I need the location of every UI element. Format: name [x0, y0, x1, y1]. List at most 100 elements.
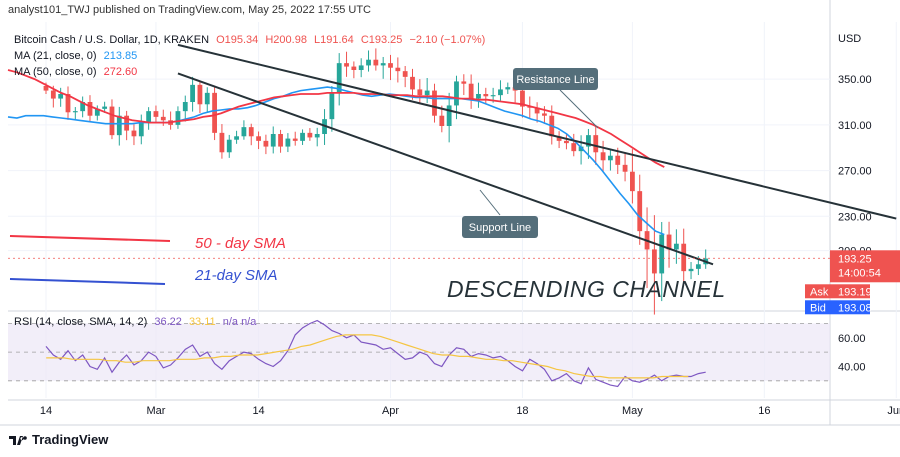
candle-body	[43, 86, 49, 91]
candle-body	[65, 94, 71, 113]
candle-body	[72, 111, 78, 113]
time-tick-label: Jun	[887, 405, 900, 417]
candle-body	[336, 63, 342, 93]
resistance-callout-pointer	[559, 89, 599, 129]
ask-tag	[805, 284, 870, 299]
price-tick-label: 350.00	[838, 74, 872, 86]
ask-label: Ask	[810, 286, 829, 298]
candle-body	[182, 102, 188, 112]
rsi-line	[45, 319, 706, 388]
rsi-legend: RSI (14, close, SMA, 14, 2) 36.22 33.11 …	[14, 316, 256, 328]
candle-body	[534, 107, 540, 114]
ohlc-low: L191.64	[314, 34, 354, 46]
ma50-line	[7, 69, 665, 168]
ohlc-change: −2.10 (−1.07%)	[409, 34, 486, 46]
candle-body	[527, 106, 533, 108]
currency-label: USD	[838, 33, 861, 45]
candle-body	[109, 106, 115, 136]
candle-body	[131, 130, 137, 137]
support-line	[177, 72, 714, 266]
candle-body	[87, 102, 93, 116]
rsi-sma-line	[46, 334, 689, 379]
candle-body	[505, 87, 511, 90]
ohlc-high: H200.98	[265, 34, 307, 46]
candle-body	[695, 264, 701, 269]
candle-body	[256, 136, 261, 141]
candle-body	[637, 191, 643, 232]
candle-body	[476, 94, 481, 99]
candle-body	[80, 102, 86, 112]
candle-body	[138, 122, 144, 137]
time-tick-label: 14	[40, 405, 52, 417]
candle-body	[373, 59, 379, 66]
candle-body	[94, 108, 100, 116]
channel-annotation: DESCENDING CHANNEL	[447, 276, 726, 302]
candle-body	[666, 234, 672, 250]
support-callout-text: Support Line	[469, 222, 531, 234]
candle-body	[226, 139, 232, 153]
candle-body	[483, 94, 489, 97]
candle-body	[498, 89, 503, 96]
candle-body	[116, 115, 122, 136]
tradingview-logo[interactable]: TradingView	[8, 432, 108, 447]
candle-body	[292, 138, 298, 141]
ask-value: 193.19	[838, 286, 872, 298]
candle-body	[681, 243, 687, 272]
candle-body	[439, 115, 445, 126]
candle-body	[50, 90, 56, 99]
rsi-extra: n/a n/a	[222, 316, 257, 328]
candle-body	[212, 92, 217, 133]
time-tick-label: May	[622, 405, 643, 417]
candle-body	[263, 140, 269, 147]
candle-body	[307, 132, 313, 138]
resistance-callout-box	[513, 68, 598, 90]
price-tick-label: 310.00	[838, 120, 872, 132]
candle-body	[248, 127, 254, 137]
symbol-legend: Bitcoin Cash / U.S. Dollar, 1D, KRAKEN O…	[14, 34, 489, 46]
symbol-name: Bitcoin Cash / U.S. Dollar, 1D, KRAKEN	[14, 34, 210, 46]
candle-body	[58, 94, 64, 99]
candle-body	[454, 81, 459, 106]
candle-body	[219, 132, 225, 153]
sma21-marker-line	[9, 278, 166, 285]
candle-body	[300, 132, 305, 141]
candle-body	[146, 111, 152, 123]
ohlc-open: O195.34	[216, 34, 259, 46]
candle-body	[615, 155, 621, 165]
ma21-label: MA (21, close, 0)	[14, 50, 97, 62]
time-tick-label: 18	[516, 405, 528, 417]
candle-body	[102, 106, 108, 109]
candle-body	[402, 71, 408, 77]
candle-body	[520, 90, 525, 107]
candle-body	[270, 134, 276, 147]
candle-body	[380, 63, 386, 66]
candle-body	[446, 105, 452, 126]
sma50-annotation: 50 - day SMA	[195, 235, 286, 252]
sma50-marker-line	[9, 235, 171, 242]
ma21-legend: MA (21, close, 0) 213.85	[14, 50, 137, 62]
candle-body	[688, 268, 694, 272]
support-callout-pointer	[479, 189, 501, 216]
candle-body	[556, 136, 562, 141]
candle-body	[564, 140, 569, 144]
rsi-sma-value: 33.11	[188, 316, 216, 328]
time-tick-label: 16	[758, 405, 770, 417]
rsi-tick-label: 40.00	[838, 361, 866, 373]
candle-body	[395, 67, 401, 72]
candle-body	[600, 152, 606, 161]
resistance-callout-text: Resistance Line	[516, 74, 594, 86]
candle-body	[175, 111, 181, 125]
rsi-value: 36.22	[154, 316, 182, 328]
candle-body	[204, 92, 210, 105]
candle-body	[197, 84, 203, 105]
candle-body	[608, 155, 613, 161]
candle-body	[388, 63, 393, 68]
candle-body	[490, 95, 496, 97]
candle-body	[659, 234, 665, 274]
candle-body	[190, 84, 195, 102]
ma21-value: 213.85	[103, 50, 138, 62]
candle-body	[630, 171, 635, 192]
ohlc-close: C193.25	[360, 34, 403, 46]
ma50-label: MA (50, close, 0)	[14, 66, 97, 78]
